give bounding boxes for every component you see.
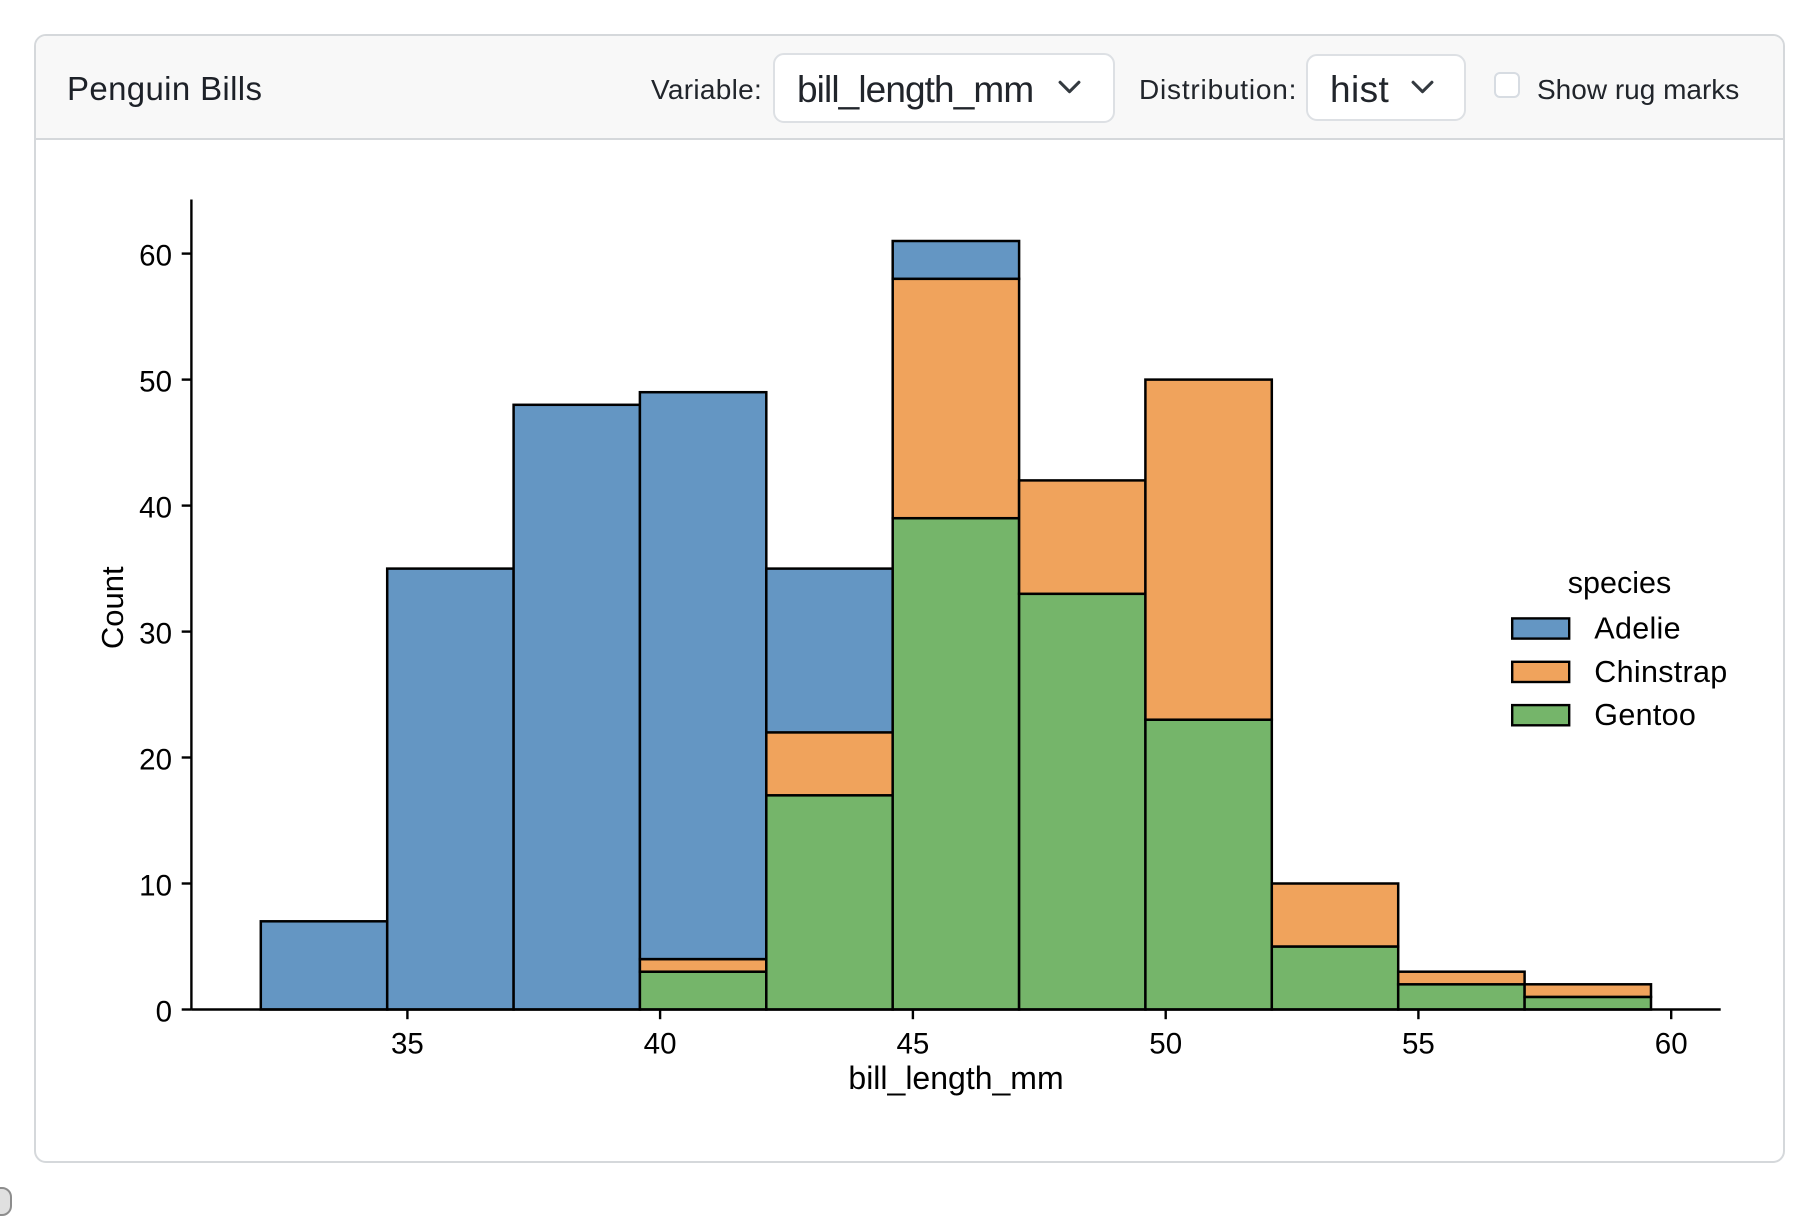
- svg-text:60: 60: [139, 240, 172, 273]
- svg-text:10: 10: [139, 869, 172, 902]
- svg-text:Count: Count: [95, 566, 130, 649]
- svg-text:species: species: [1568, 566, 1671, 600]
- svg-text:50: 50: [139, 366, 172, 399]
- svg-text:40: 40: [139, 492, 172, 525]
- svg-text:20: 20: [139, 743, 172, 776]
- svg-text:35: 35: [391, 1028, 424, 1061]
- svg-text:Adelie: Adelie: [1594, 611, 1681, 645]
- svg-text:30: 30: [139, 618, 172, 651]
- svg-text:40: 40: [644, 1028, 677, 1061]
- svg-text:Gentoo: Gentoo: [1594, 698, 1696, 732]
- svg-text:0: 0: [156, 995, 172, 1028]
- svg-text:55: 55: [1402, 1028, 1435, 1061]
- svg-text:bill_length_mm: bill_length_mm: [848, 1060, 1063, 1096]
- svg-text:60: 60: [1655, 1028, 1688, 1061]
- svg-text:Chinstrap: Chinstrap: [1594, 655, 1727, 689]
- svg-text:50: 50: [1149, 1028, 1182, 1061]
- svg-text:45: 45: [896, 1028, 929, 1061]
